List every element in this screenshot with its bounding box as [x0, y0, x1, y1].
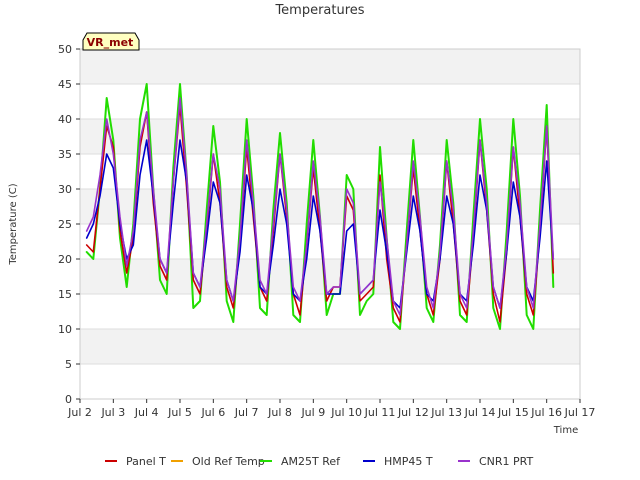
station-badge-label: VR_met	[87, 36, 134, 49]
x-tick-label: Jul 11	[364, 406, 396, 419]
legend-label-am25t-ref: AM25T Ref	[281, 455, 341, 468]
x-tick-label: Jul 9	[300, 406, 325, 419]
x-tick-label: Jul 3	[100, 406, 125, 419]
station-badge-box	[82, 32, 140, 51]
chart-title: Temperatures	[274, 3, 364, 18]
x-tick-label: Jul 8	[267, 406, 292, 419]
plot-band	[80, 189, 580, 224]
x-tick-label: Jul 16	[530, 406, 562, 419]
x-tick-label: Jul 13	[430, 406, 462, 419]
y-tick-label: 40	[58, 113, 72, 126]
legend-label-hmp45-t: HMP45 T	[384, 455, 433, 468]
y-tick-label: 20	[58, 253, 72, 266]
y-tick-label: 0	[65, 393, 72, 406]
y-tick-label: 30	[58, 183, 72, 196]
x-tick-label: Jul 10	[330, 406, 362, 419]
x-tick-label: Jul 12	[397, 406, 429, 419]
y-tick-label: 15	[58, 288, 72, 301]
x-tick-label: Jul 4	[134, 406, 159, 419]
plot-band	[80, 119, 580, 154]
y-tick-label: 5	[65, 358, 72, 371]
series-lines	[85, 83, 555, 330]
legend-label-cnr1-prt: CNR1 PRT	[479, 455, 534, 468]
y-tick-label: 25	[58, 218, 72, 231]
legend: Panel T Old Ref Temp AM25T Ref HMP45 T CNR1 …	[105, 455, 534, 468]
x-tick-label: Jul 15	[497, 406, 529, 419]
legend-label-old-ref-temp: Old Ref Temp	[192, 455, 265, 468]
x-axis-ticks: Jul 2 Jul 3 Jul 4 Jul 5 Jul 6 Jul 7 Jul 8 Jul 9…	[67, 399, 595, 419]
y-tick-label: 35	[58, 148, 72, 161]
x-axis-title: Time	[553, 425, 578, 436]
y-tick-label: 10	[58, 323, 72, 336]
plot-band	[80, 49, 580, 84]
y-axis-title: Temperature (C)	[8, 183, 19, 265]
y-tick-label: 45	[58, 78, 72, 91]
x-tick-label: Jul 14	[464, 406, 496, 419]
x-tick-label: Jul 5	[167, 406, 192, 419]
legend-label-panel-t: Panel T	[126, 455, 166, 468]
y-tick-label: 50	[58, 43, 72, 56]
series-line-cnr1-prt	[85, 97, 555, 316]
x-tick-label: Jul 6	[200, 406, 225, 419]
station-badge: VR_met	[82, 32, 140, 51]
plot-band	[80, 329, 580, 364]
x-tick-label: Jul 17	[564, 406, 596, 419]
x-tick-label: Jul 2	[67, 406, 92, 419]
plot-bands	[80, 49, 580, 364]
x-tick-label: Jul 7	[234, 406, 259, 419]
y-axis-ticks: 0 5 10 15 20 25 30 35 40 45 50	[58, 43, 80, 406]
